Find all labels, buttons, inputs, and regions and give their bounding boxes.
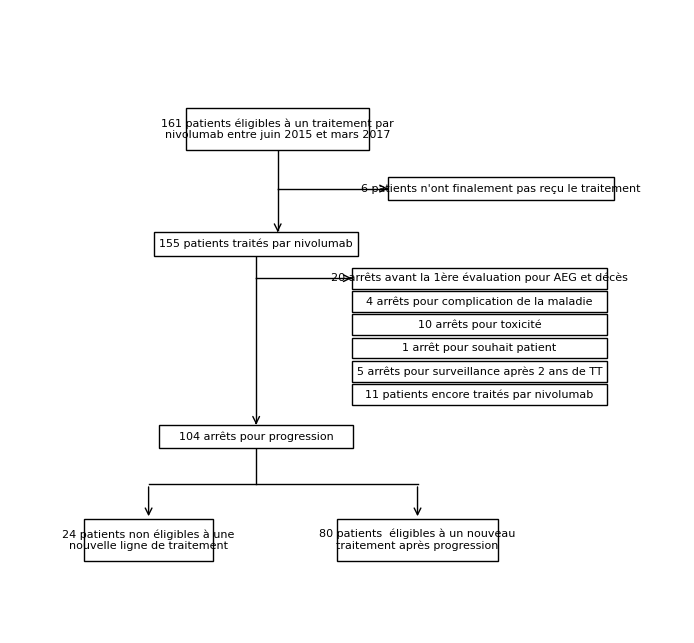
FancyBboxPatch shape [337,519,498,561]
Text: 10 arrêts pour toxicité: 10 arrêts pour toxicité [418,320,541,330]
FancyBboxPatch shape [352,361,607,382]
Text: 80 patients  éligibles à un nouveau
traitement après progression: 80 patients éligibles à un nouveau trait… [319,529,516,552]
FancyBboxPatch shape [352,384,607,405]
Text: 4 arrêts pour complication de la maladie: 4 arrêts pour complication de la maladie [366,296,593,307]
Text: 6 patients n'ont finalement pas reçu le traitement: 6 patients n'ont finalement pas reçu le … [361,183,641,194]
FancyBboxPatch shape [352,314,607,335]
Text: 161 patients éligibles à un traitement par
nivolumab entre juin 2015 et mars 201: 161 patients éligibles à un traitement p… [161,118,394,140]
FancyBboxPatch shape [352,267,607,289]
FancyBboxPatch shape [154,232,358,256]
Text: 11 patients encore traités par nivolumab: 11 patients encore traités par nivolumab [365,389,593,400]
FancyBboxPatch shape [160,425,353,449]
Text: 20 arrêts avant la 1ère évaluation pour AEG et décès: 20 arrêts avant la 1ère évaluation pour … [331,273,628,284]
Text: 24 patients non éligibles à une
nouvelle ligne de traitement: 24 patients non éligibles à une nouvelle… [62,529,235,551]
FancyBboxPatch shape [388,177,613,201]
FancyBboxPatch shape [352,291,607,312]
Text: 104 arrêts pour progression: 104 arrêts pour progression [179,431,334,442]
FancyBboxPatch shape [186,108,369,150]
FancyBboxPatch shape [84,519,213,561]
Text: 5 arrêts pour surveillance après 2 ans de TT: 5 arrêts pour surveillance après 2 ans d… [357,366,602,377]
Text: 155 patients traités par nivolumab: 155 patients traités par nivolumab [160,239,353,249]
Text: 1 arrêt pour souhait patient: 1 arrêt pour souhait patient [403,343,557,353]
FancyBboxPatch shape [352,338,607,358]
